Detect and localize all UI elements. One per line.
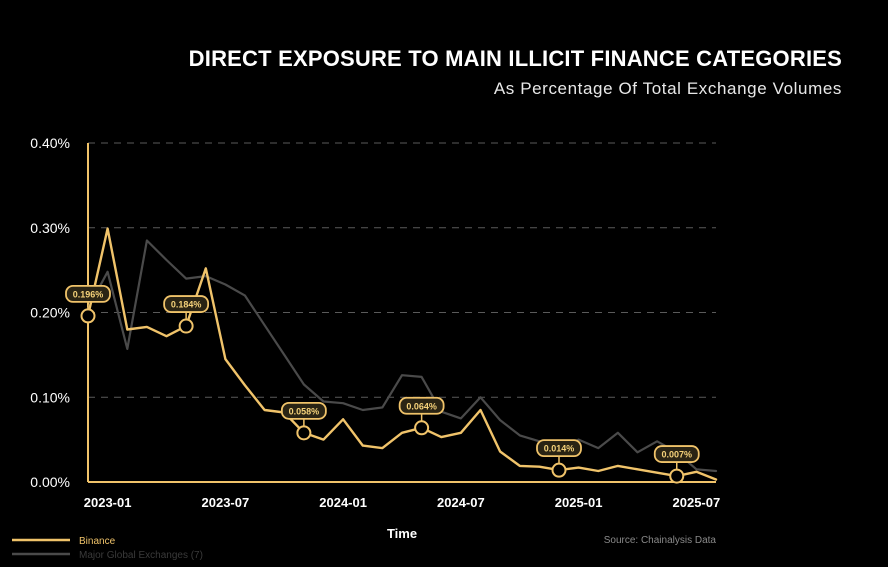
annotation-label: 0.196% <box>73 289 104 299</box>
x-axis-label: Time <box>387 526 417 541</box>
y-tick-label: 0.20% <box>30 305 70 321</box>
annotation-marker <box>296 425 312 441</box>
legend: Binance Major Global Exchanges (7) <box>12 536 203 561</box>
annotation-marker <box>551 462 567 478</box>
annotation-label: 0.014% <box>544 444 575 454</box>
annotation-badge <box>163 295 210 313</box>
annotation-badge <box>653 445 700 463</box>
x-tick-label: 2023-07 <box>202 495 250 510</box>
annotation-marker <box>178 318 194 334</box>
y-tick-label: 0.00% <box>30 474 70 490</box>
gridlines <box>88 142 716 398</box>
x-tick-label: 2025-07 <box>673 495 721 510</box>
source-note: Source: Chainalysis Data <box>604 535 717 546</box>
data-annotations: 0.196% 0.184% 0.058% 0.064% 0.014% 0.007% <box>65 284 700 484</box>
annotation-badge <box>280 401 327 420</box>
annotation-badge <box>536 439 582 458</box>
y-tick-label: 0.40% <box>30 135 70 151</box>
series-line-major-global-exchanges-7 <box>86 239 718 473</box>
annotation-label: 0.058% <box>289 406 320 416</box>
x-tick-label: 2024-07 <box>437 495 485 510</box>
x-tick-label: 2025-01 <box>555 495 603 510</box>
legend-label: Binance <box>79 536 116 547</box>
annotation-badge <box>398 396 445 415</box>
y-axis-ticks: 0.00% 0.10% 0.20% 0.30% 0.40% <box>30 135 70 490</box>
annotation-marker <box>80 308 96 324</box>
y-tick-label: 0.30% <box>30 220 70 236</box>
chart-title: DIRECT EXPOSURE TO MAIN ILLICIT FINANCE … <box>188 46 842 71</box>
annotation-marker <box>669 468 685 484</box>
x-axis-ticks: 2023-01 2023-07 2024-01 2024-07 2025-01 2025-… <box>84 495 720 510</box>
chart-subtitle: As Percentage Of Total Exchange Volumes <box>493 79 842 98</box>
annotation-label: 0.064% <box>406 401 437 411</box>
legend-label: Major Global Exchanges (7) <box>79 550 203 561</box>
annotation-label: 0.007% <box>661 450 692 460</box>
series-line-binance <box>86 227 718 481</box>
x-tick-label: 2024-01 <box>319 495 367 510</box>
annotation-label: 0.184% <box>171 300 202 310</box>
series-lines <box>86 227 718 481</box>
x-tick-label: 2023-01 <box>84 495 132 510</box>
y-tick-label: 0.10% <box>30 389 70 405</box>
annotation-marker <box>414 420 430 436</box>
annotation-badge <box>65 284 111 303</box>
